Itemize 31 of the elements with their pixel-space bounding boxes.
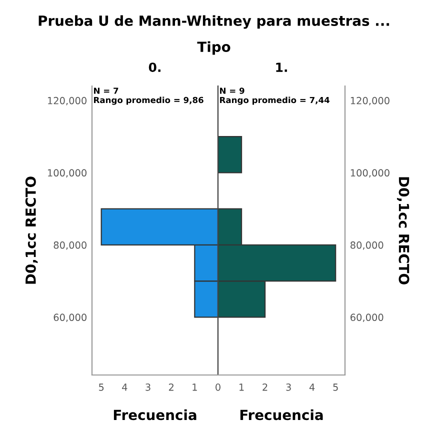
x-axis-title: Frecuencia (114, 409, 196, 420)
x-axis-title: Frecuencia (240, 409, 323, 420)
x-tick-label: 4 (122, 384, 128, 391)
x-tick-label: 1 (192, 384, 197, 391)
y-tick-label: 120,000 (48, 96, 86, 106)
x-tick-label: 1 (239, 384, 244, 391)
y-tick-label: 80,000 (54, 241, 86, 250)
y-axis-title: D0,1cc RECTO (396, 177, 410, 284)
x-tick-label: 5 (98, 384, 104, 391)
y-tick-label: 120,000 (350, 96, 390, 106)
x-tick-label: 3 (146, 384, 150, 391)
y-tick-label: 60,000 (54, 314, 86, 322)
annotation: Rango promedio = 7,44 (220, 96, 330, 105)
chart-title: Prueba U de Mann-Whitney para muestras ... (38, 15, 390, 29)
chart-subtitle: Tipo (197, 41, 230, 55)
y-tick-label: 100,000 (48, 169, 86, 178)
x-tick-label: 2 (262, 384, 268, 391)
x-tick-label: 4 (309, 384, 315, 391)
y-tick-label: 80,000 (350, 241, 384, 250)
x-tick-label: 5 (333, 384, 338, 391)
y-tick-label: 100,000 (350, 169, 390, 178)
text: 0. (148, 62, 160, 72)
annotation: N = 9 (220, 88, 244, 94)
y-axis-title: D0,1cc RECTO (25, 176, 38, 284)
x-tick-label: 0 (216, 384, 220, 391)
annotation: N = 7 (94, 88, 118, 94)
x-tick-label: 2 (168, 384, 174, 391)
y-tick-label: 60,000 (350, 314, 384, 322)
text: 1. (276, 62, 287, 72)
annotation: Rango promedio = 9,86 (94, 96, 204, 105)
x-tick-label: 3 (286, 384, 291, 391)
